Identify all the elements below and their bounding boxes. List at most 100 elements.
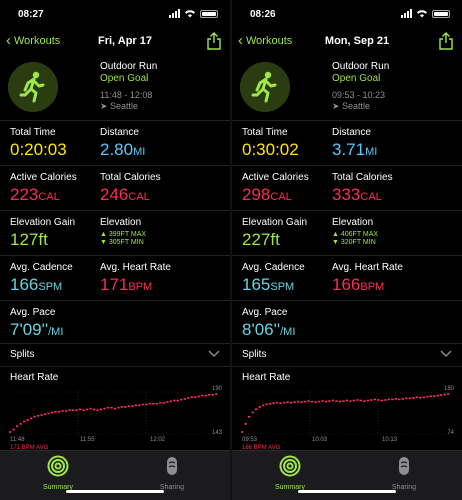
heart-rate-point (314, 401, 317, 403)
back-button[interactable]: ‹ Workouts (238, 33, 292, 48)
heart-rate-point (155, 402, 158, 405)
chevron-left-icon: ‹ (6, 32, 11, 49)
heart-rate-point (47, 412, 50, 415)
heart-rate-point (241, 431, 244, 433)
heart-rate-section: Heart Rate 190 143 11:48 11:55 12:02 171… (0, 368, 230, 452)
metrics-row-5: Avg. Pace 7'09''/MI (0, 301, 230, 344)
metrics-row-5: Avg. Pace 8'06''/MI (232, 301, 462, 344)
heart-rate-point (124, 406, 127, 408)
heart-rate-point (68, 409, 71, 411)
location-text: Seattle (342, 101, 371, 111)
tab-sharing[interactable]: Sharing (374, 455, 434, 491)
heart-rate-metric: 166BPM (332, 275, 403, 297)
chevron-down-icon[interactable] (440, 346, 452, 362)
distance-label: Distance (100, 127, 139, 138)
tab-summary[interactable]: Summary (260, 455, 320, 491)
heart-rate-point (293, 401, 296, 403)
signal-icon (401, 9, 412, 18)
heart-rate-chart: 180 74 09:53 10:03 10:13 166 BPM AVG (241, 386, 455, 451)
metrics-row-2: Active Calories 223CAL Total Calories 246C… (0, 166, 230, 211)
distance-value: 3.71 (332, 140, 366, 159)
heart-rate-point (352, 399, 356, 402)
active-calories-metric: 298CAL (242, 185, 309, 207)
heart-rate-point (422, 396, 425, 399)
heart-rate-point (398, 398, 401, 401)
splits-row[interactable]: Splits (232, 344, 462, 367)
heart-rate-point (300, 401, 303, 403)
tab-summary-label: Summary (43, 484, 73, 491)
heart-rate-point (169, 400, 172, 403)
heart-rate-point (443, 393, 446, 396)
heart-rate-point (387, 398, 390, 401)
elevation-label: Elevation (100, 217, 142, 228)
heart-rate-point (106, 406, 110, 409)
heart-rate-point (127, 405, 131, 407)
heart-rate-point (138, 404, 141, 407)
heart-rate-point (162, 402, 165, 404)
active-calories-label: Active Calories (10, 172, 77, 183)
heart-rate-point (64, 410, 68, 412)
heart-rate-point (261, 404, 265, 407)
share-icon[interactable] (438, 32, 454, 50)
workout-header: Outdoor Run Open Goal 09:53 - 10:23 ➤ Se… (232, 56, 462, 121)
heart-rate-point (215, 393, 218, 395)
tab-sharing-label: Sharing (159, 484, 185, 491)
total-time-label: Total Time (10, 127, 56, 138)
heart-rate-point (201, 394, 204, 397)
signal-icon (169, 9, 180, 18)
heart-rate-point (248, 416, 251, 418)
battery-icon (200, 9, 218, 18)
workout-time-range: 11:48 - 12:08 (100, 90, 153, 100)
heart-rate-point (342, 400, 345, 402)
metrics-row-4: Avg. Cadence 166SPM Avg. Heart Rate 171BPM (0, 256, 230, 301)
elevation-max-value: 399FT MAX (108, 231, 147, 238)
elevation-label: Elevation (332, 217, 374, 228)
heart-rate-point (244, 423, 247, 425)
workout-header: Outdoor Run Open Goal 11:48 - 12:08 ➤ Se… (0, 56, 230, 121)
elevation-min: ▼ 320FT MIN (332, 239, 376, 246)
tab-summary[interactable]: Summary (28, 455, 88, 491)
heart-rate-point (54, 411, 57, 413)
heart-rate-point (117, 406, 120, 409)
status-bar: 08:27 (0, 0, 230, 28)
workout-screen-2: 08:26 ‹ Workouts Mon, Sep 21 Outdoor Run… (232, 0, 462, 500)
heart-rate-point (57, 411, 61, 413)
splits-row[interactable]: Splits (0, 344, 230, 367)
heart-rate-point (370, 399, 373, 401)
heart-rate-point (166, 401, 169, 403)
heart-rate-point (43, 413, 47, 415)
heart-rate-point (317, 400, 321, 403)
heart-rate-point (89, 407, 92, 410)
nav-bar: ‹ Workouts Mon, Sep 21 (232, 28, 462, 56)
pace-unit: /MI (280, 326, 296, 338)
heart-rate-point (412, 397, 415, 399)
heart-rate-point (408, 397, 411, 400)
status-icons (169, 9, 218, 18)
heart-rate-point (152, 402, 155, 405)
heart-rate-point (173, 399, 176, 402)
elevation-gain-label: Elevation Gain (242, 217, 308, 228)
distance-metric: 2.80MI (100, 140, 145, 162)
workout-type: Outdoor Run (332, 61, 390, 72)
workout-type: Outdoor Run (100, 61, 158, 72)
active-calories-unit: CAL (38, 191, 60, 203)
heart-rate-point (36, 415, 40, 417)
heart-rate-points (9, 393, 218, 433)
total-calories-label: Total Calories (332, 172, 393, 183)
total-calories-unit: CAL (360, 191, 382, 203)
heart-rate-point (113, 407, 117, 410)
heart-rate-point (377, 399, 380, 401)
elevation-min-value: 320FT MIN (340, 239, 376, 246)
heart-rate-point (363, 400, 366, 402)
heart-rate-value: 171 (100, 275, 129, 294)
total-calories-label: Total Calories (100, 172, 161, 183)
heart-rate-point (255, 408, 258, 410)
chart-x-tick: 11:55 (80, 437, 95, 443)
chevron-down-icon[interactable] (208, 346, 220, 362)
pace-label: Avg. Pace (242, 307, 288, 318)
tab-sharing[interactable]: Sharing (142, 455, 202, 491)
heart-rate-point (286, 401, 289, 403)
share-icon[interactable] (206, 32, 222, 50)
back-button[interactable]: ‹ Workouts (6, 33, 60, 48)
battery-icon (432, 9, 450, 18)
